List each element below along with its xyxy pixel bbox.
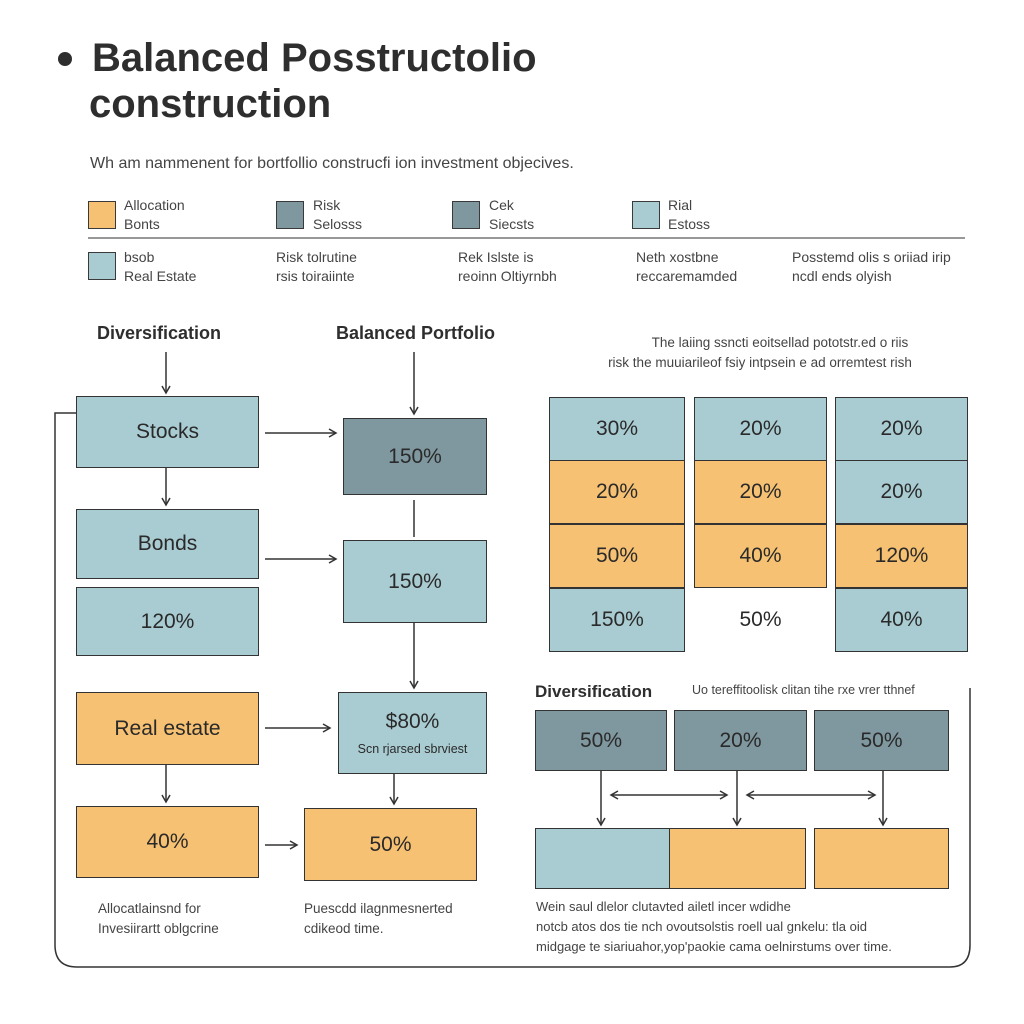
note-line: Puescdd ilagnmesnerted [304, 901, 453, 916]
grid-cell: 120% [835, 524, 968, 588]
box-label: 150% [388, 569, 442, 593]
grid-cell: 40% [835, 588, 968, 652]
title-line-1: Balanced Posstructolio [92, 36, 537, 80]
div-bar-2 [669, 828, 806, 889]
div-box-2: 20% [674, 710, 807, 771]
legend-item: Cek Siecsts [489, 196, 534, 234]
note-line: midgage te siariuahor,yop'paokie cama oe… [536, 939, 892, 954]
bullet [58, 52, 72, 66]
stocks-box: Stocks [76, 396, 259, 468]
legend-swatch [632, 201, 660, 229]
mid-box-2: 150% [343, 540, 487, 623]
subtitle: Wh am nammenent for bortfollio construcf… [90, 155, 574, 172]
mid-box-3: $80% Scn rjarsed sbrviest [338, 692, 487, 774]
legend-label: Siecsts [489, 216, 535, 232]
grid-caption: The laiing ssncti eoitsellad pototstr.ed… [560, 333, 960, 373]
legend-swatch [88, 201, 116, 229]
legend-item: Rial Estoss [668, 196, 710, 234]
box-label: 20% [719, 728, 762, 752]
legend-label: Selosss [313, 216, 363, 232]
legend-label: Posstemd olis s oriiad irip [792, 249, 951, 265]
legend-label: ncdl ends olyish [792, 268, 892, 284]
caption-line: The laiing ssncti eoitsellad pototstr.ed… [651, 335, 909, 350]
legend-item: Rek Islste is reoinn Oltiyrnbh [458, 248, 557, 286]
box-label: 50% [369, 832, 412, 856]
grid-cell: 20% [694, 397, 827, 461]
box-label: 50% [860, 728, 903, 752]
legend-item: Risk tolrutine rsis toiraiinte [276, 248, 357, 286]
legend-label: Rial [668, 197, 693, 213]
page-title: Balanced Posstructolio construction [89, 35, 537, 127]
legend-label: Real Estate [124, 268, 197, 284]
grid-cell: 20% [694, 460, 827, 524]
title-line-2: construction [89, 82, 332, 126]
legend-item: Risk Selosss [313, 196, 362, 234]
grid-cell: 150% [549, 588, 685, 652]
box-label: 50% [579, 728, 623, 752]
div-bar-1 [535, 828, 670, 889]
outer-frame [54, 412, 971, 968]
left-box-5: 40% [76, 806, 259, 878]
box-label: Real estate [114, 716, 221, 740]
mid-note: Puescdd ilagnmesnerted cdikeod time. [304, 899, 453, 939]
box-label: Bonds [137, 532, 198, 555]
diversification-caption: Uo tereffitoolisk clitan tihe rxe vrer t… [692, 683, 915, 697]
grid-cell: 20% [835, 460, 968, 524]
legend-label: reoinn Oltiyrnbh [458, 268, 557, 284]
legend-swatch [452, 201, 480, 229]
legend-item: Allocation Bonts [124, 196, 185, 234]
legend-label: Risk tolrutine [276, 249, 357, 265]
div-box-3: 50% [814, 710, 949, 771]
legend-item: Posstemd olis s oriiad irip ncdl ends oly… [792, 248, 951, 286]
legend-swatch [88, 252, 116, 280]
box-sublabel: Scn rjarsed sbrviest [357, 742, 468, 756]
mid-box-4: 50% [304, 808, 477, 881]
legend-label: Estoss [668, 216, 711, 232]
caption-line: risk the muuiarileof fsiy intpsein e ad … [608, 355, 912, 370]
diversification-note: Wein saul dlelor clutavted ailetl incer … [536, 897, 892, 957]
grid-cell: 40% [694, 524, 827, 588]
grid-cell: 50% [549, 524, 685, 588]
div-bar-3 [814, 828, 949, 889]
grid-cell: 20% [549, 460, 685, 524]
note-line: Invesiirartt oblgcrine [98, 921, 219, 936]
legend-label: rsis toiraiinte [276, 268, 355, 284]
legend-label: Bonts [124, 216, 160, 232]
diversification-heading: Diversification [535, 682, 653, 701]
box-label: 40% [146, 830, 189, 853]
grid-cell: 20% [835, 397, 968, 461]
legend-label: Neth xostbne [636, 249, 719, 265]
legend-swatch [276, 201, 304, 229]
legend-label: Allocation [124, 197, 185, 213]
left-heading: Diversification [97, 323, 222, 343]
note-line: cdikeod time. [304, 921, 384, 936]
legend-label: Rek Islste is [458, 249, 534, 265]
legend-label: Risk [313, 197, 341, 213]
note-line: Allocatlainsnd for [98, 901, 201, 916]
grid-cell: 30% [549, 397, 685, 461]
real-estate-box: Real estate [76, 692, 259, 765]
bonds-box: Bonds [76, 509, 259, 579]
legend-label: bsob [124, 249, 155, 265]
mid-heading: Balanced Portfolio [336, 323, 496, 343]
left-note: Allocatlainsnd for Invesiirartt oblgcrine [98, 899, 219, 939]
grid-cell: 50% [739, 608, 782, 631]
box-label: $80% [385, 710, 440, 733]
mid-box-1: 150% [343, 418, 487, 495]
div-box-1: 50% [535, 710, 667, 771]
legend-label: reccaremamded [636, 268, 738, 284]
box-label: 150% [388, 444, 442, 468]
legend-item: Neth xostbne reccaremamded [636, 248, 737, 286]
note-line: notcb atos dos tie nch ovoutsolstis roel… [536, 919, 867, 934]
left-box-3: 120% [76, 587, 259, 656]
box-label: 120% [140, 609, 195, 633]
legend-item: bsob Real Estate [124, 248, 196, 286]
note-line: Wein saul dlelor clutavted ailetl incer … [536, 899, 791, 914]
box-label: Stocks [135, 420, 200, 443]
legend-label: Cek [489, 197, 514, 213]
